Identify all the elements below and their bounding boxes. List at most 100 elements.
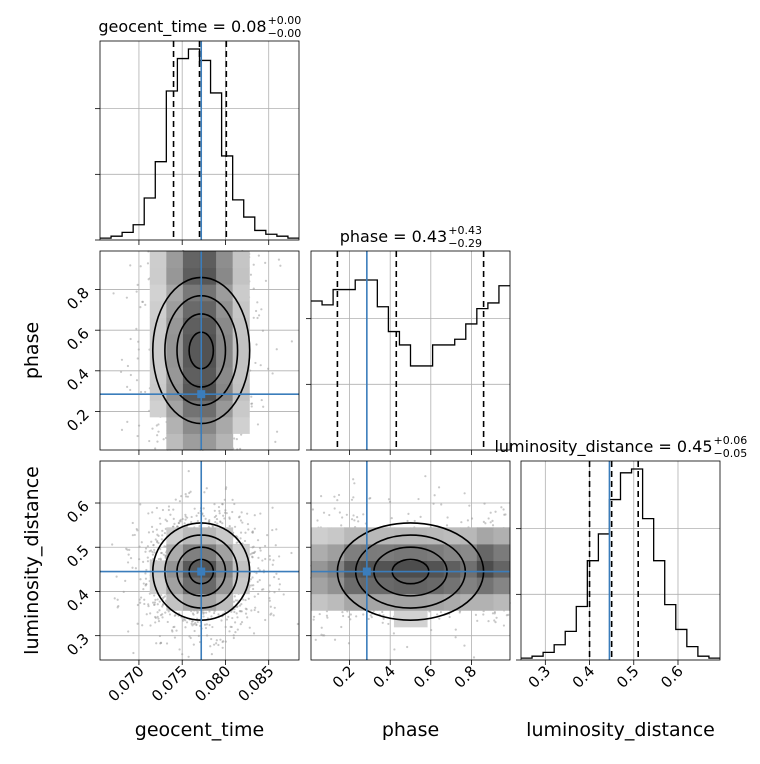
sample-point (257, 567, 260, 570)
sample-point (238, 604, 242, 607)
density-cell (166, 593, 184, 611)
sample-point (482, 520, 485, 523)
sample-point (131, 521, 134, 525)
sample-point (113, 597, 116, 600)
sample-point (144, 547, 148, 550)
sample-point (231, 498, 234, 501)
density-cell (182, 560, 200, 578)
sample-point (505, 614, 508, 617)
sample-point (156, 541, 159, 544)
sample-point (236, 616, 239, 619)
sample-point (221, 522, 224, 525)
sample-point (262, 588, 265, 591)
sample-point (149, 624, 152, 627)
density-cell (443, 543, 461, 561)
sample-point (177, 522, 181, 525)
sample-point (243, 539, 247, 543)
sample-point (158, 609, 161, 612)
sample-point (259, 364, 262, 367)
sample-point (126, 385, 129, 388)
density-cell (166, 350, 184, 368)
sample-point (454, 628, 457, 631)
density-cell (360, 577, 378, 595)
density-cell (377, 560, 395, 578)
x-tick-label: 0.6 (410, 662, 440, 692)
sample-point (261, 329, 265, 332)
density-cell (166, 300, 184, 318)
y-tick-label: 0.4 (63, 586, 93, 616)
sample-point (275, 348, 278, 351)
panel-frame (310, 460, 511, 661)
sample-point (136, 434, 139, 438)
panel-frame (310, 250, 511, 451)
sample-point (257, 556, 260, 559)
sample-point (316, 519, 319, 522)
sample-point (349, 618, 352, 621)
sample-point (258, 579, 261, 582)
sample-point (217, 505, 221, 509)
sample-point (157, 430, 160, 433)
sample-point (197, 511, 200, 515)
sample-point (133, 533, 136, 537)
sample-point (229, 625, 232, 628)
sample-point (223, 511, 227, 514)
sample-point (470, 517, 474, 520)
sample-point (153, 551, 156, 554)
sample-point (135, 327, 138, 330)
density-cell (166, 251, 184, 269)
sample-point (232, 600, 236, 603)
sample-point (268, 554, 271, 558)
sample-point (256, 580, 259, 583)
sample-point (240, 603, 243, 606)
sample-point (156, 611, 159, 614)
sample-point (489, 521, 492, 524)
density-cell (460, 527, 478, 545)
sample-point (144, 572, 147, 575)
x-tick-label: 0.4 (569, 662, 599, 692)
sample-point (194, 621, 197, 625)
sample-point (231, 510, 234, 514)
sample-point (151, 427, 154, 430)
sample-point (352, 496, 355, 499)
sample-point (184, 493, 187, 496)
sample-point (139, 306, 142, 309)
y-tick-label: 0.6 (63, 497, 93, 527)
sample-point (239, 447, 242, 451)
density-cell (327, 577, 345, 595)
sample-point (266, 533, 269, 537)
sample-point (240, 433, 243, 436)
sample-point (149, 612, 152, 615)
sample-point (192, 613, 195, 616)
sample-point (312, 615, 316, 618)
sample-point (282, 593, 285, 596)
sample-point (413, 519, 416, 523)
sample-point (129, 557, 133, 560)
sample-point (139, 503, 142, 506)
density-cell (182, 367, 200, 385)
density-cell (493, 593, 511, 611)
sample-point (161, 616, 164, 619)
sample-point (221, 640, 224, 644)
sample-point (115, 575, 118, 578)
sample-point (340, 625, 343, 629)
sample-point (256, 539, 260, 542)
sample-point (350, 498, 354, 501)
sample-point (253, 608, 256, 612)
sample-point (138, 558, 141, 561)
sample-point (483, 502, 486, 505)
sample-point (357, 520, 360, 523)
sample-point (236, 605, 239, 608)
sample-point (161, 508, 165, 512)
density-cell (311, 527, 329, 545)
sample-point (233, 610, 236, 614)
density-cell (182, 350, 200, 368)
sample-point (271, 528, 274, 532)
sample-point (349, 613, 352, 616)
sample-point (253, 595, 256, 598)
sample-point (184, 626, 187, 629)
sample-point (320, 626, 323, 629)
sample-point (250, 395, 253, 398)
sample-point (247, 528, 250, 531)
sample-point (252, 584, 255, 587)
sample-point (268, 590, 271, 593)
